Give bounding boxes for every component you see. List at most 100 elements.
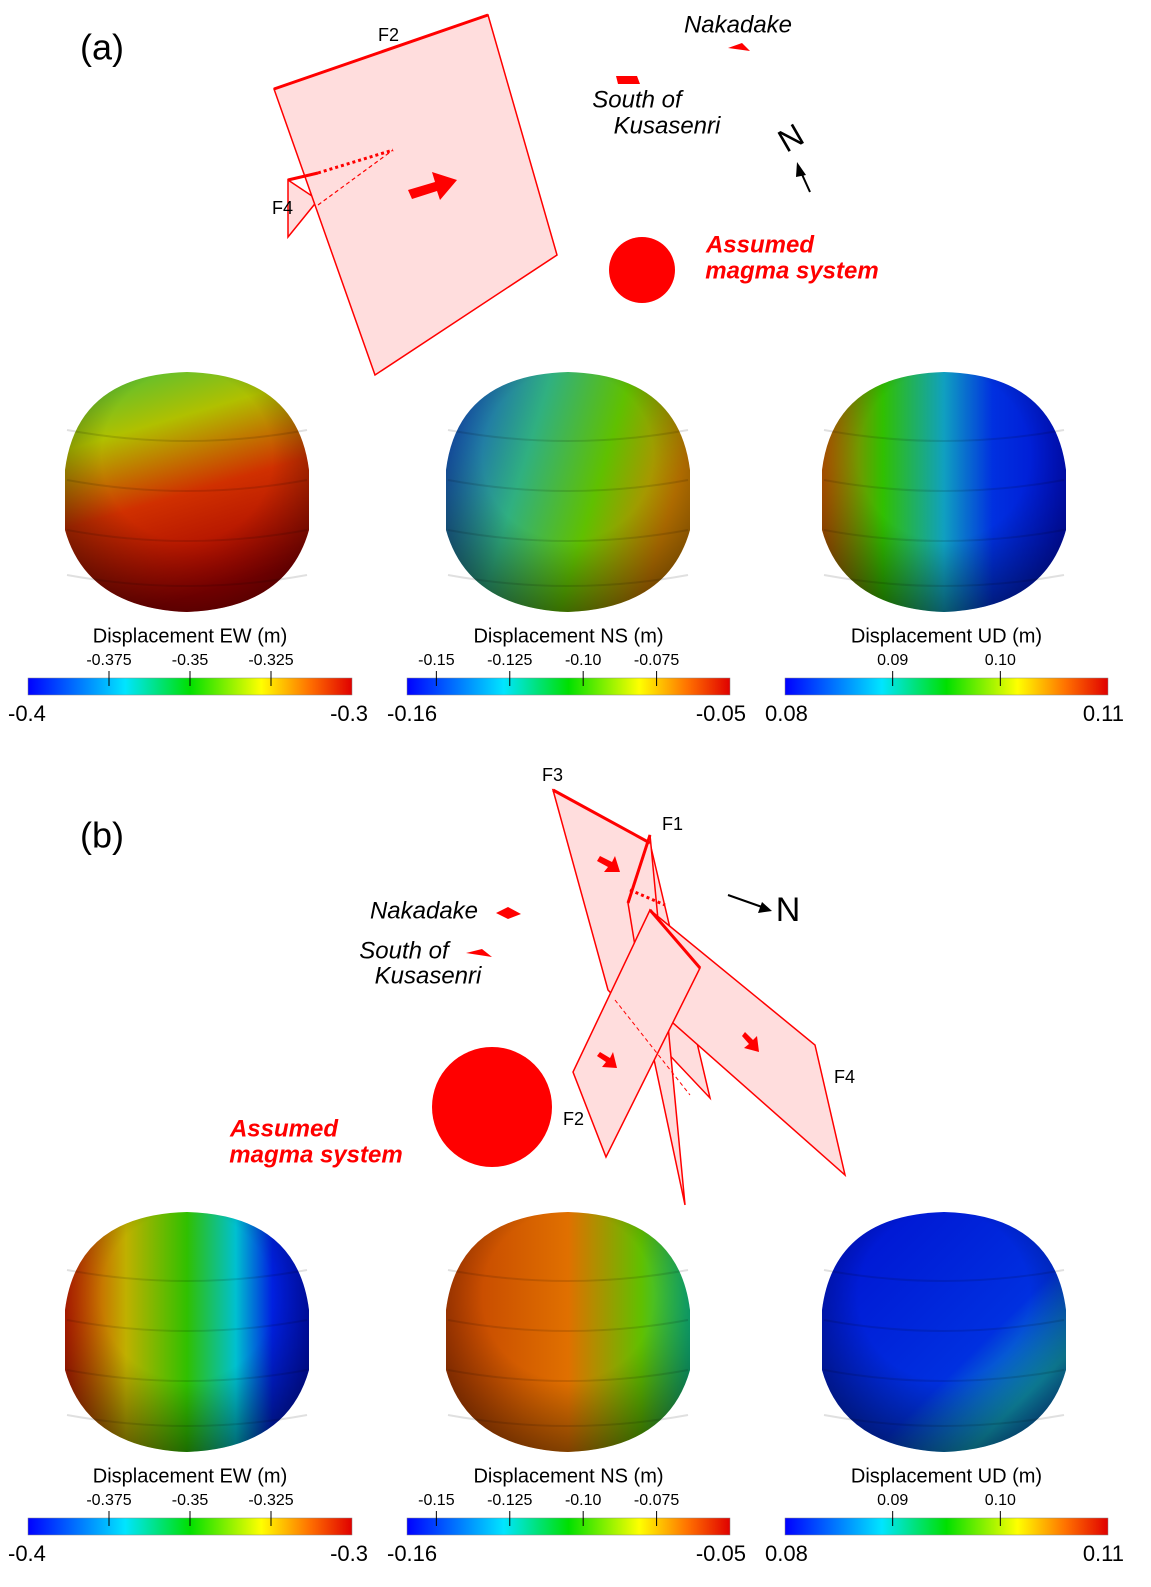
colorbar [406, 677, 731, 696]
place-label: Kusasenri [614, 112, 721, 139]
sphere-facet [447, 1369, 689, 1382]
slip-arrow [742, 1032, 759, 1052]
magma-label: magma system [705, 257, 878, 284]
fault-label: F4 [834, 1067, 855, 1087]
colorbar-tick-label: 0.10 [985, 652, 1016, 669]
colorbar-min: -0.4 [8, 1541, 46, 1566]
place-label: South of [359, 937, 451, 964]
sphere-facet [447, 574, 689, 587]
fault-trace [287, 171, 319, 182]
fault-trace [273, 13, 489, 91]
colorbar-title: Displacement EW (m) [93, 1465, 287, 1487]
slip-arrow [597, 856, 620, 872]
colorbar-tick-label: 0.09 [877, 652, 908, 669]
colorbar-tick-label: -0.35 [172, 652, 209, 669]
colorbar [406, 1517, 731, 1536]
colorbar [784, 677, 1109, 696]
magma-label: Assumed [229, 1115, 339, 1142]
place-label: Kusasenri [375, 962, 482, 989]
colorbar-tick-label: -0.15 [418, 652, 455, 669]
north-arrow [727, 894, 763, 908]
fault-trace [552, 788, 651, 845]
colorbar-max: 0.11 [1083, 1541, 1124, 1566]
vent-marker [496, 907, 521, 919]
colorbar-max: -0.05 [696, 1541, 746, 1566]
panel-label: (a) [80, 27, 124, 68]
colorbar-tick-label: -0.15 [418, 1492, 455, 1509]
sphere-facet [447, 529, 689, 542]
sphere-facet [823, 429, 1065, 442]
colorbar-min: -0.16 [387, 1541, 437, 1566]
sphere-shading [446, 372, 690, 612]
magma-label: Assumed [705, 231, 815, 258]
colorbar-tick-label: -0.075 [634, 652, 679, 669]
colorbar-title: Displacement NS (m) [473, 625, 663, 647]
sphere-facet [823, 574, 1065, 587]
sphere-facet [823, 1414, 1065, 1427]
colorbar-tick-label: -0.125 [487, 1492, 532, 1509]
sphere-facet [447, 1319, 689, 1332]
magma-body [609, 237, 675, 303]
fault-label: F2 [378, 25, 399, 45]
sphere-facet [66, 1319, 308, 1332]
place-label: Nakadake [684, 11, 792, 38]
fault-trace [629, 888, 666, 907]
fault-trace [317, 148, 394, 175]
colorbar-tick-label: -0.125 [487, 652, 532, 669]
colorbar-tick-label: -0.10 [565, 1492, 602, 1509]
sphere-facet [66, 1269, 308, 1282]
sphere-facet [823, 479, 1065, 492]
sphere-facet [823, 1269, 1065, 1282]
sphere-facet [447, 479, 689, 492]
sphere-facet [823, 1369, 1065, 1382]
sphere-shading [446, 1212, 690, 1452]
sphere-facet [66, 429, 308, 442]
fault-edge [317, 149, 394, 206]
colorbar-tick-label: -0.375 [86, 1492, 131, 1509]
sphere-facet [823, 529, 1065, 542]
place-label: South of [592, 86, 684, 113]
sphere-facet [447, 429, 689, 442]
colorbar-min: -0.16 [387, 701, 437, 726]
fault-label: F2 [563, 1109, 584, 1129]
colorbar-tick-label: -0.10 [565, 652, 602, 669]
vent-marker [466, 949, 492, 957]
colorbar-tick-label: 0.10 [985, 1492, 1016, 1509]
colorbar-max: -0.3 [330, 701, 368, 726]
fault-edge [614, 999, 691, 1096]
colorbar-title: Displacement UD (m) [851, 625, 1042, 647]
north-label: N [772, 116, 810, 159]
sphere-facet [66, 1369, 308, 1382]
magma-label: magma system [229, 1141, 402, 1168]
sphere-facet [66, 574, 308, 587]
slip-arrow [408, 172, 457, 200]
north-arrow-head [796, 162, 806, 177]
colorbar-tick-label: -0.075 [634, 1492, 679, 1509]
colorbar-tick-label: -0.325 [248, 652, 293, 669]
sphere-shading [822, 1212, 1066, 1452]
sphere-shading [65, 1212, 309, 1452]
sphere-facet [447, 1269, 689, 1282]
fault-label: F4 [272, 198, 293, 218]
colorbar-min: 0.08 [765, 1541, 808, 1566]
colorbar-max: -0.05 [696, 701, 746, 726]
sphere-shading [65, 372, 309, 612]
fault-label: F3 [542, 765, 563, 785]
fault-plane [287, 178, 320, 240]
colorbar [784, 1517, 1109, 1536]
colorbar-max: -0.3 [330, 1541, 368, 1566]
north-label: N [776, 891, 801, 929]
colorbar-tick-label: 0.09 [877, 1492, 908, 1509]
colorbar-min: 0.08 [765, 701, 808, 726]
fault-label: F1 [662, 814, 683, 834]
sphere-shading [822, 372, 1066, 612]
slip-arrow [597, 1052, 617, 1068]
colorbar-tick-label: -0.375 [86, 652, 131, 669]
sphere-facet [66, 1414, 308, 1427]
colorbar-min: -0.4 [8, 701, 46, 726]
fault-trace [648, 909, 702, 969]
colorbar-title: Displacement NS (m) [473, 1465, 663, 1487]
colorbar-tick-label: -0.35 [172, 1492, 209, 1509]
place-label: Nakadake [370, 897, 478, 924]
sphere-facet [823, 1319, 1065, 1332]
